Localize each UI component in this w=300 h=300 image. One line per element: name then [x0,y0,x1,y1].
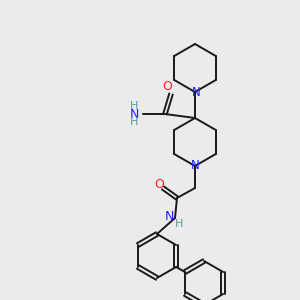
Text: O: O [154,178,164,190]
Text: H: H [130,117,138,127]
Text: H: H [130,101,138,111]
Text: O: O [162,80,172,94]
Text: H: H [175,219,183,229]
Text: N: N [129,107,139,121]
Text: N: N [164,209,174,223]
Text: N: N [192,85,200,98]
Text: N: N [190,159,200,172]
